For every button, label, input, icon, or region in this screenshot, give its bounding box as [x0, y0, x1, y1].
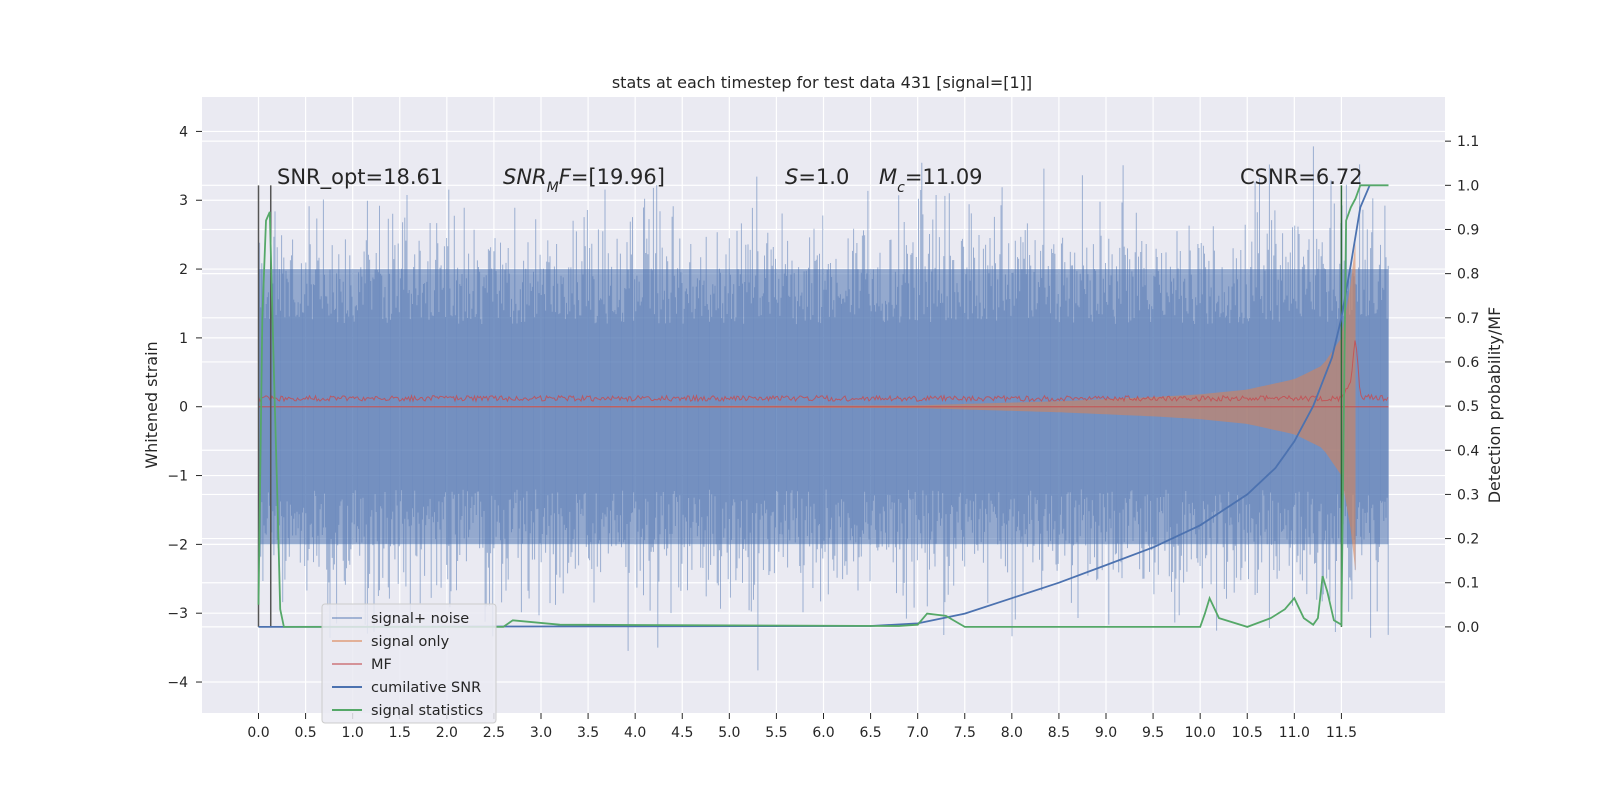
x-tick-label: 9.5 [1142, 725, 1164, 741]
annotation-part: c [897, 180, 905, 196]
cumulative-snr-series [258, 184, 1371, 628]
y-tick-label-left: −3 [167, 606, 188, 622]
x-tick-label: 8.5 [1048, 725, 1070, 741]
x-tick-label: 5.0 [718, 725, 740, 741]
x-tick-label: 4.0 [624, 725, 646, 741]
signal-statistics-series [257, 184, 1389, 628]
y-tick-label-right: 0.1 [1457, 576, 1479, 592]
x-tick-label: 7.0 [907, 725, 929, 741]
annotation-part: SNR [503, 165, 547, 189]
annotation-part: =1.0 [798, 165, 849, 189]
y-tick-label-right: 0.3 [1457, 487, 1479, 503]
y-tick-label-left: 0 [179, 400, 188, 416]
y-tick-label-left: 2 [179, 262, 188, 278]
y-axis-label-left: Whitened strain [142, 341, 161, 468]
left-y-axis-ticks: 4 3 2 1 0 −1 −2 −3 −4 [167, 124, 202, 691]
x-tick-label: 4.5 [671, 725, 693, 741]
x-tick-label: 6.0 [812, 725, 834, 741]
right-y-axis-ticks: 1.1 1.0 0.9 0.8 0.7 0.6 0.5 0.4 0.3 0.2 0.1 0.0 [1445, 134, 1479, 636]
legend-label: MF [371, 657, 392, 673]
annotation-part: M [879, 165, 897, 189]
y-tick-label-left: −2 [167, 537, 188, 553]
y-tick-label-right: 0.6 [1457, 355, 1479, 371]
x-tick-label: 11.0 [1279, 725, 1310, 741]
legend-box [321, 603, 497, 724]
y-tick-label-right: 1.0 [1457, 178, 1479, 194]
annotation-part: =[19.96] [571, 165, 665, 189]
x-tick-label: 10.0 [1185, 725, 1216, 741]
legend-label: signal statistics [371, 703, 483, 719]
annotation-text: S=1.0 [785, 165, 849, 189]
y-tick-label-right: 0.8 [1457, 267, 1479, 283]
y-tick-label-right: 0.9 [1457, 222, 1479, 238]
y-tick-label-left: 1 [179, 331, 188, 347]
x-tick-label: 3.5 [577, 725, 599, 741]
x-tick-label: 2.5 [483, 725, 505, 741]
y-tick-label-left: 3 [179, 193, 188, 209]
y-tick-label-left: −1 [167, 469, 188, 485]
annotation-csnr: CSNR=6.72 [1240, 165, 1363, 189]
x-tick-label: 5.5 [765, 725, 787, 741]
mf-line [258, 340, 1389, 403]
annotation-part: M [547, 180, 559, 196]
y-tick-label-right: 0.2 [1457, 532, 1479, 548]
annotation-snr-opt: SNR_opt=18.61 [277, 165, 443, 190]
annotation-text: SNRMF=[19.96] [503, 165, 665, 196]
x-tick-label: 11.5 [1326, 725, 1357, 741]
signal-statistics-line [257, 184, 1389, 628]
y-axis-label-right: Detection probability/MF [1485, 307, 1504, 504]
x-tick-label: 10.5 [1232, 725, 1263, 741]
chart-title: stats at each timestep for test data 431… [612, 73, 1032, 92]
x-tick-label: 1.5 [389, 725, 411, 741]
y-tick-label-left: 4 [179, 124, 188, 140]
y-tick-label-right: 0.0 [1457, 620, 1479, 636]
y-tick-label-right: 0.7 [1457, 311, 1479, 327]
mf-series [258, 340, 1389, 408]
x-tick-label: 6.5 [859, 725, 881, 741]
annotation-part: S [785, 165, 798, 189]
legend-label: cumilative SNR [371, 680, 481, 696]
legend-label: signal only [371, 634, 450, 650]
annotation-mc-value: Mc=11.09 [879, 165, 983, 196]
x-tick-label: 3.0 [530, 725, 552, 741]
annotation-snr-mf: SNRMF=[19.96] [503, 165, 665, 196]
y-tick-label-right: 0.4 [1457, 443, 1479, 459]
y-tick-label-left: −4 [167, 675, 188, 691]
x-tick-label: 2.0 [436, 725, 458, 741]
annotation-part: F [559, 165, 572, 189]
x-tick-label: 7.5 [954, 725, 976, 741]
y-tick-label-right: 0.5 [1457, 399, 1479, 415]
legend-label: signal+ noise [371, 611, 469, 627]
x-axis-ticks: 0.0 0.5 1.0 1.5 2.0 2.5 3.0 3.5 4.0 4.5 5.0 5.5 6.0 6… [247, 713, 1357, 741]
x-tick-label: 0.5 [294, 725, 316, 741]
x-tick-label: 1.0 [342, 725, 364, 741]
x-tick-label: 8.0 [1001, 725, 1023, 741]
annotation-part: =11.09 [905, 165, 983, 189]
annotation-s-value: S=1.0 [785, 165, 849, 189]
y-tick-label-right: 1.1 [1457, 134, 1479, 150]
annotation-text: Mc=11.09 [879, 165, 983, 196]
legend: signal+ noise signal only MF cumilative SNR… [321, 603, 497, 724]
x-tick-label: 9.0 [1095, 725, 1117, 741]
cumulative-snr-line [258, 184, 1371, 628]
x-tick-label: 0.0 [247, 725, 269, 741]
